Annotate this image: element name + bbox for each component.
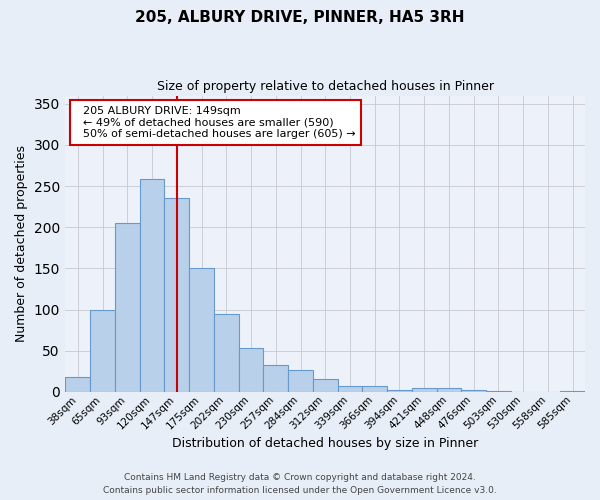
Text: 205, ALBURY DRIVE, PINNER, HA5 3RH: 205, ALBURY DRIVE, PINNER, HA5 3RH: [135, 10, 465, 25]
X-axis label: Distribution of detached houses by size in Pinner: Distribution of detached houses by size …: [172, 437, 478, 450]
Bar: [65, 377, 90, 392]
Bar: [362, 386, 387, 392]
Bar: [214, 314, 239, 392]
Bar: [164, 198, 189, 392]
Bar: [115, 223, 140, 392]
Title: Size of property relative to detached houses in Pinner: Size of property relative to detached ho…: [157, 80, 494, 93]
Bar: [90, 310, 115, 392]
Text: Contains HM Land Registry data © Crown copyright and database right 2024.
Contai: Contains HM Land Registry data © Crown c…: [103, 474, 497, 495]
Bar: [263, 364, 288, 392]
Y-axis label: Number of detached properties: Number of detached properties: [15, 145, 28, 342]
Bar: [437, 388, 461, 392]
Bar: [140, 180, 164, 392]
Bar: [387, 390, 412, 392]
Bar: [560, 391, 585, 392]
Bar: [239, 348, 263, 392]
Bar: [338, 386, 362, 392]
Bar: [486, 391, 511, 392]
Bar: [189, 268, 214, 392]
Text: 205 ALBURY DRIVE: 149sqm
  ← 49% of detached houses are smaller (590)
  50% of s: 205 ALBURY DRIVE: 149sqm ← 49% of detach…: [76, 106, 356, 139]
Bar: [412, 388, 437, 392]
Bar: [461, 390, 486, 392]
Bar: [288, 370, 313, 392]
Bar: [313, 380, 338, 392]
